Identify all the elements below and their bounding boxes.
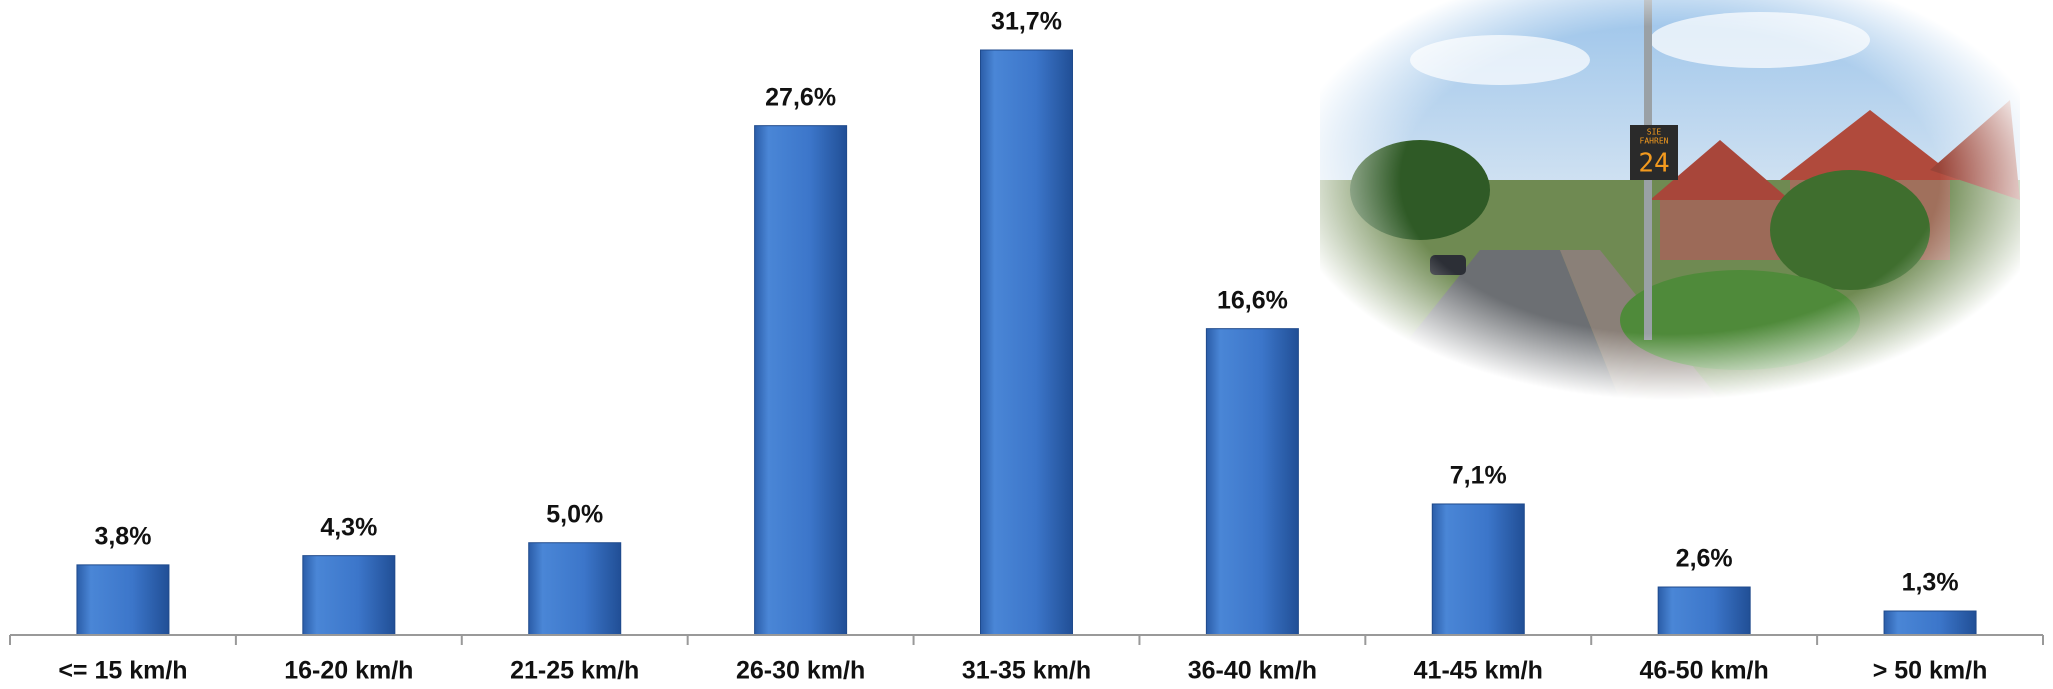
value-label: 2,6% xyxy=(1676,545,1733,573)
value-label: 3,8% xyxy=(94,522,151,550)
value-label: 5,0% xyxy=(546,500,603,528)
sign-text: SIE xyxy=(1647,128,1662,137)
sign-text: FAHREN xyxy=(1640,137,1669,146)
bar xyxy=(754,125,848,636)
x-tick-label: <= 15 km/h xyxy=(58,657,187,685)
x-tick-label: 46-50 km/h xyxy=(1640,657,1769,685)
x-tick-label: 21-25 km/h xyxy=(510,657,639,685)
value-label: 7,1% xyxy=(1450,462,1507,490)
x-tick-label: 41-45 km/h xyxy=(1414,657,1543,685)
bar xyxy=(1657,586,1751,636)
value-label: 31,7% xyxy=(991,8,1062,36)
value-label: 16,6% xyxy=(1217,286,1288,314)
x-tick-label: 26-30 km/h xyxy=(736,657,865,685)
value-label: 1,3% xyxy=(1902,569,1959,597)
x-tick-label: 16-20 km/h xyxy=(284,657,413,685)
photo: SIE FAHREN 24 xyxy=(1320,0,2020,400)
value-label: 4,3% xyxy=(320,513,377,541)
x-tick-label: > 50 km/h xyxy=(1873,657,1988,685)
value-label: 27,6% xyxy=(765,83,836,111)
sign-number: 24 xyxy=(1638,149,1669,179)
bar xyxy=(980,49,1073,636)
bar xyxy=(1205,328,1299,636)
bar xyxy=(1883,610,1977,636)
bar xyxy=(302,555,396,636)
bar xyxy=(528,542,622,636)
bar xyxy=(1431,503,1525,636)
bar xyxy=(76,564,170,636)
x-tick-label: 31-35 km/h xyxy=(962,657,1091,685)
x-tick-label: 36-40 km/h xyxy=(1188,657,1317,685)
